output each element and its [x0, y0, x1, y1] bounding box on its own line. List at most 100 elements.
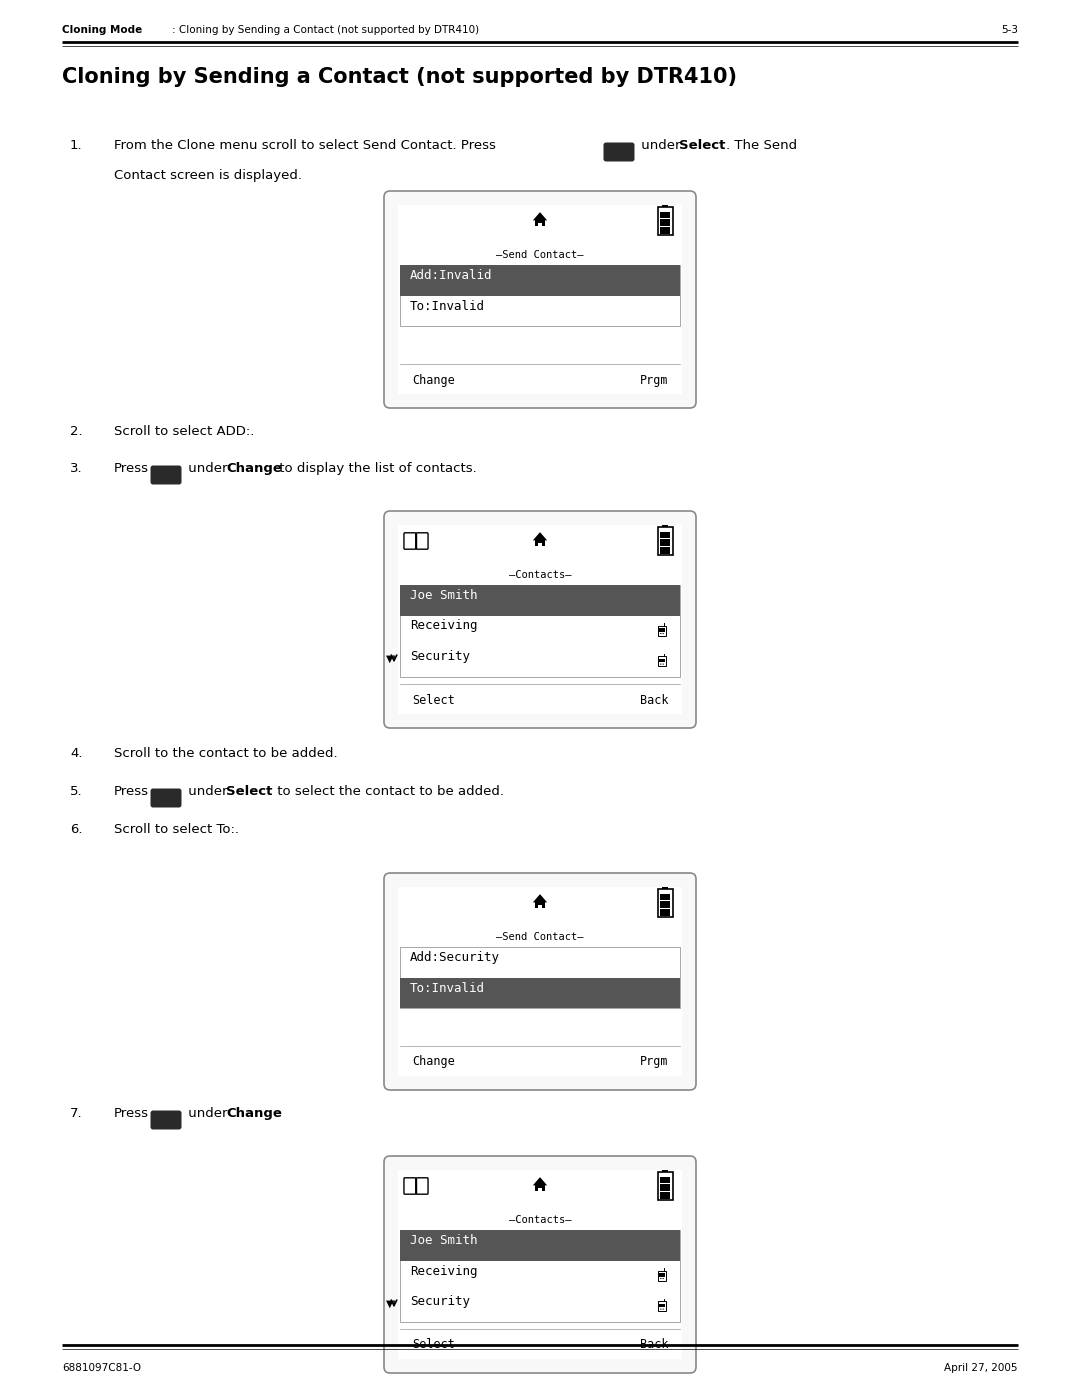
Bar	[662, 1171, 669, 1172]
Text: to display the list of contacts.: to display the list of contacts.	[275, 462, 476, 475]
Text: Press: Press	[114, 462, 149, 475]
FancyBboxPatch shape	[150, 1111, 181, 1130]
Bar	[538, 543, 542, 546]
FancyBboxPatch shape	[150, 465, 181, 485]
Bar	[660, 1185, 671, 1192]
Text: April 27, 2005: April 27, 2005	[945, 1363, 1018, 1373]
Text: Change: Change	[411, 1056, 455, 1069]
Bar	[660, 531, 671, 538]
Bar	[400, 978, 680, 1009]
Text: 2.: 2.	[70, 425, 83, 439]
Bar	[535, 219, 545, 226]
Text: Select: Select	[411, 1338, 455, 1351]
Text: Cloning Mode: Cloning Mode	[62, 25, 143, 35]
Text: Change: Change	[226, 462, 282, 475]
Text: —Contacts—: —Contacts—	[509, 1215, 571, 1225]
Text: Receiving: Receiving	[410, 1264, 477, 1277]
Bar	[658, 527, 673, 555]
Text: under: under	[184, 1106, 232, 1120]
Text: Prgm: Prgm	[639, 1056, 669, 1069]
Text: Back: Back	[639, 693, 669, 707]
Bar	[662, 887, 669, 888]
Bar	[660, 211, 671, 218]
Text: Joe Smith: Joe Smith	[410, 1234, 477, 1248]
Text: Add:Security: Add:Security	[410, 951, 500, 964]
Text: Receiving: Receiving	[410, 619, 477, 633]
Text: under: under	[637, 138, 685, 152]
Bar	[660, 228, 671, 233]
Text: 7.: 7.	[70, 1106, 83, 1120]
Polygon shape	[532, 532, 548, 541]
Bar	[658, 657, 666, 666]
Text: 4.: 4.	[70, 747, 82, 760]
Bar	[400, 1229, 680, 1260]
Text: : Cloning by Sending a Contact (not supported by DTR410): : Cloning by Sending a Contact (not supp…	[173, 25, 480, 35]
Text: 6.: 6.	[70, 823, 82, 835]
Text: Add:Invalid: Add:Invalid	[410, 270, 492, 282]
Bar	[538, 222, 542, 226]
Text: Security: Security	[410, 650, 470, 664]
Text: —Send Contact—: —Send Contact—	[496, 250, 584, 260]
Bar	[400, 265, 680, 326]
Text: Change: Change	[411, 373, 455, 387]
Polygon shape	[532, 1178, 548, 1185]
Bar	[658, 1271, 666, 1281]
Bar	[535, 541, 545, 546]
Text: . The Send: . The Send	[726, 138, 797, 152]
Text: 3.: 3.	[70, 462, 83, 475]
Bar	[660, 909, 671, 916]
Text: 6881097C81-O: 6881097C81-O	[62, 1363, 141, 1373]
Bar	[399, 525, 681, 714]
Bar	[400, 585, 680, 676]
FancyBboxPatch shape	[404, 1178, 416, 1194]
Text: Select: Select	[226, 785, 272, 798]
Text: ▼: ▼	[386, 1299, 393, 1309]
FancyBboxPatch shape	[384, 511, 696, 728]
FancyBboxPatch shape	[150, 788, 181, 807]
Text: To:Invalid: To:Invalid	[410, 299, 485, 313]
Bar	[660, 658, 664, 662]
Bar	[400, 1229, 680, 1322]
Bar	[658, 626, 666, 636]
Text: —Contacts—: —Contacts—	[509, 570, 571, 580]
Bar	[660, 1176, 671, 1183]
Text: Security: Security	[410, 1295, 470, 1308]
FancyBboxPatch shape	[416, 1178, 428, 1194]
Bar	[400, 585, 680, 616]
Text: 1.: 1.	[70, 138, 83, 152]
FancyBboxPatch shape	[384, 873, 696, 1090]
Bar	[660, 901, 671, 908]
Bar	[660, 1303, 664, 1308]
Text: To:Invalid: To:Invalid	[410, 982, 485, 995]
Text: .: .	[275, 1106, 279, 1120]
Bar	[660, 894, 671, 900]
Bar	[660, 219, 671, 226]
FancyBboxPatch shape	[384, 191, 696, 408]
Text: Joe Smith: Joe Smith	[410, 590, 477, 602]
Text: Scroll to select ADD:.: Scroll to select ADD:.	[114, 425, 255, 439]
Text: Back: Back	[639, 1338, 669, 1351]
Bar	[658, 1172, 673, 1200]
Bar	[399, 887, 681, 1076]
Text: 5.: 5.	[70, 785, 83, 798]
Bar	[662, 525, 669, 527]
Bar	[400, 947, 680, 1009]
Bar	[538, 1187, 542, 1192]
Text: —Send Contact—: —Send Contact—	[496, 932, 584, 942]
Text: under: under	[184, 462, 232, 475]
Polygon shape	[532, 212, 548, 221]
Bar	[535, 902, 545, 908]
Bar	[662, 205, 669, 207]
Text: Press: Press	[114, 1106, 149, 1120]
Text: to select the contact to be added.: to select the contact to be added.	[273, 785, 504, 798]
FancyBboxPatch shape	[416, 532, 428, 549]
FancyBboxPatch shape	[404, 532, 416, 549]
Bar	[660, 1273, 664, 1277]
Text: ▼: ▼	[386, 654, 393, 664]
Bar	[658, 888, 673, 916]
Bar	[658, 1302, 666, 1312]
FancyBboxPatch shape	[384, 1155, 696, 1373]
Text: Scroll to select To:.: Scroll to select To:.	[114, 823, 239, 835]
Bar	[660, 629, 664, 631]
Bar	[535, 1185, 545, 1192]
